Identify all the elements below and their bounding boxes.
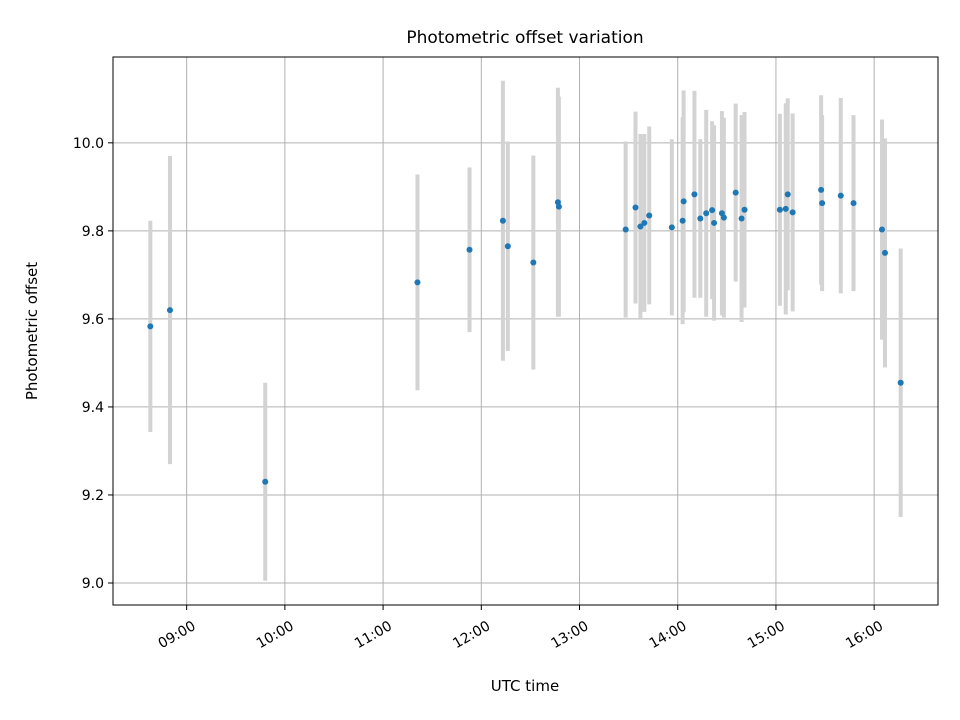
data-point <box>622 226 629 233</box>
data-point <box>466 246 473 253</box>
x-axis-ticks: 09:00 10:00 11:00 12:00 13:00 14:00 15:00 16:00 <box>156 605 886 652</box>
y-axis-title: Photometric offset <box>23 262 41 400</box>
data-point <box>789 209 796 216</box>
data-points <box>147 186 904 485</box>
data-point <box>555 203 562 210</box>
plot-frame <box>112 56 939 606</box>
data-point <box>668 224 675 231</box>
y-tick-label: 9.0 <box>82 576 104 592</box>
data-point <box>679 217 686 224</box>
data-point <box>147 323 154 330</box>
data-point <box>879 226 886 233</box>
data-point <box>738 215 745 222</box>
y-tick-label: 9.4 <box>82 400 104 416</box>
data-point <box>897 379 904 386</box>
x-tick-label: 12:00 <box>450 618 493 652</box>
data-point <box>711 219 718 226</box>
data-point <box>499 217 506 224</box>
data-point <box>646 212 653 219</box>
x-tick-label: 16:00 <box>843 618 886 652</box>
data-point <box>414 279 421 286</box>
data-point <box>637 223 644 230</box>
x-tick-label: 14:00 <box>647 618 690 652</box>
data-point <box>784 191 791 198</box>
data-point <box>530 259 537 266</box>
x-tick-label: 09:00 <box>156 618 199 652</box>
data-point <box>709 207 716 214</box>
data-point <box>850 200 857 207</box>
x-tick-label: 13:00 <box>548 618 591 652</box>
x-axis-title: UTC time <box>491 677 559 695</box>
data-point <box>720 214 727 221</box>
error-bars <box>148 80 903 581</box>
data-point <box>776 206 783 213</box>
x-tick-label: 10:00 <box>254 618 297 652</box>
y-tick-label: 10.0 <box>73 136 104 152</box>
y-axis-ticks: 9.0 9.2 9.4 9.6 9.8 10.0 <box>73 136 113 592</box>
data-point <box>680 198 687 205</box>
data-point <box>703 210 710 217</box>
grid-lines <box>113 57 938 605</box>
data-point <box>262 478 269 485</box>
data-point <box>881 249 888 256</box>
y-tick-label: 9.6 <box>82 312 104 328</box>
data-point <box>782 205 789 212</box>
data-point <box>741 206 748 213</box>
x-tick-label: 15:00 <box>745 618 788 652</box>
data-point <box>632 204 639 211</box>
chart-title: Photometric offset variation <box>406 28 643 48</box>
data-point <box>732 189 739 196</box>
x-tick-label: 11:00 <box>352 618 395 652</box>
y-tick-label: 9.8 <box>82 224 104 240</box>
data-point <box>504 243 511 250</box>
data-point <box>818 186 825 193</box>
y-tick-label: 9.2 <box>82 488 104 504</box>
data-point <box>641 219 648 226</box>
data-point <box>691 191 698 198</box>
data-point <box>166 307 173 314</box>
data-point <box>697 215 704 222</box>
data-point <box>819 200 826 207</box>
data-point <box>837 192 844 199</box>
